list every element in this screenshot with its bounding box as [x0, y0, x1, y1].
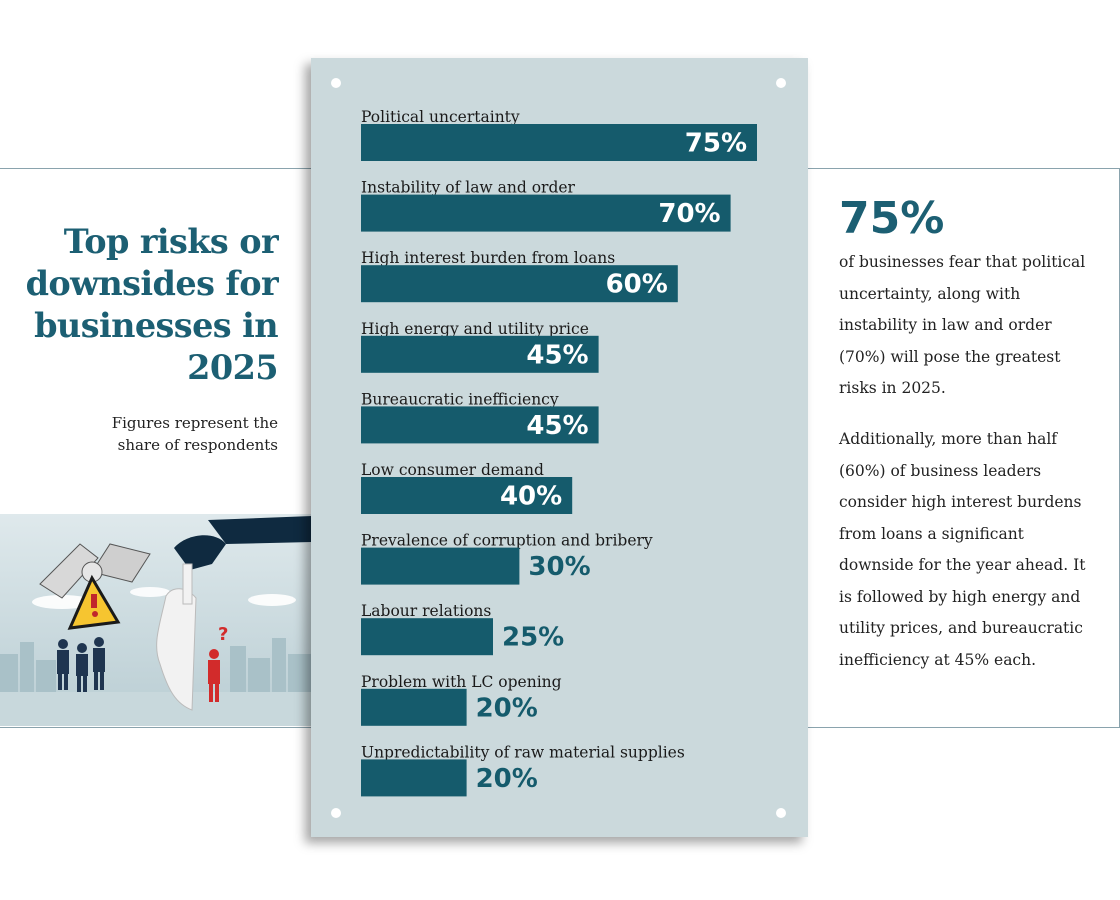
bar-chart: Political uncertainty 75% Instability of l…	[361, 108, 757, 797]
bar	[361, 194, 731, 232]
category-label: High interest burden from loans	[361, 249, 615, 267]
value-label: 20%	[476, 693, 538, 723]
category-label: Labour relations	[361, 602, 491, 620]
chart-panel: Political uncertainty 75% Instability of l…	[311, 58, 808, 837]
bar	[361, 124, 757, 161]
value-label: 20%	[476, 764, 538, 794]
value-label: 45%	[526, 340, 588, 370]
screw-icon	[331, 78, 341, 88]
handshake-icon	[39, 543, 151, 599]
screw-icon	[776, 78, 786, 88]
left-info-panel: Top risks or downsides for businesses in…	[0, 168, 313, 728]
value-label: 70%	[658, 199, 720, 229]
value-label: 75%	[685, 129, 747, 159]
value-label: 40%	[500, 482, 562, 512]
summary-paragraph-1: of businesses fear that political uncert…	[839, 253, 1086, 397]
risk-illustration: ?	[0, 514, 312, 726]
category-label: High energy and utility price	[361, 320, 589, 338]
screw-icon	[331, 808, 341, 818]
category-label: Bureaucratic inefficiency	[361, 390, 559, 408]
bar	[361, 547, 520, 585]
category-label: Problem with LC opening	[361, 673, 562, 691]
chart-subtitle: Figures represent the share of responden…	[111, 414, 278, 454]
svg-text:?: ?	[218, 624, 228, 645]
right-info-panel: 75% of businesses fear that political un…	[806, 168, 1120, 728]
chart-title: Top risks or downsides for businesses in…	[25, 222, 279, 387]
value-label: 30%	[528, 552, 590, 582]
city-skyline-icon	[0, 638, 312, 694]
people-icon	[57, 637, 105, 692]
headline-stat: 75%	[839, 193, 945, 244]
bar	[361, 688, 467, 726]
category-label: Instability of law and order	[361, 179, 576, 197]
screw-icon	[776, 808, 786, 818]
bar	[361, 265, 678, 303]
bar	[361, 406, 599, 444]
value-label: 60%	[606, 270, 668, 300]
category-label: Political uncertainty	[361, 108, 520, 126]
category-label: Unpredictability of raw material supplie…	[361, 743, 685, 761]
category-label: Low consumer demand	[361, 461, 544, 479]
mask-icon	[156, 516, 312, 711]
summary-paragraph-2: Additionally, more than half (60%) of bu…	[839, 430, 1086, 669]
value-label: 25%	[502, 623, 564, 653]
value-label: 45%	[526, 411, 588, 441]
bar	[361, 759, 467, 797]
bar	[361, 335, 599, 373]
category-label: Prevalence of corruption and bribery	[361, 532, 653, 550]
question-mark-icon: ?	[208, 624, 228, 702]
bar	[361, 618, 493, 656]
warning-sign-icon	[67, 574, 121, 630]
bar	[361, 477, 573, 514]
